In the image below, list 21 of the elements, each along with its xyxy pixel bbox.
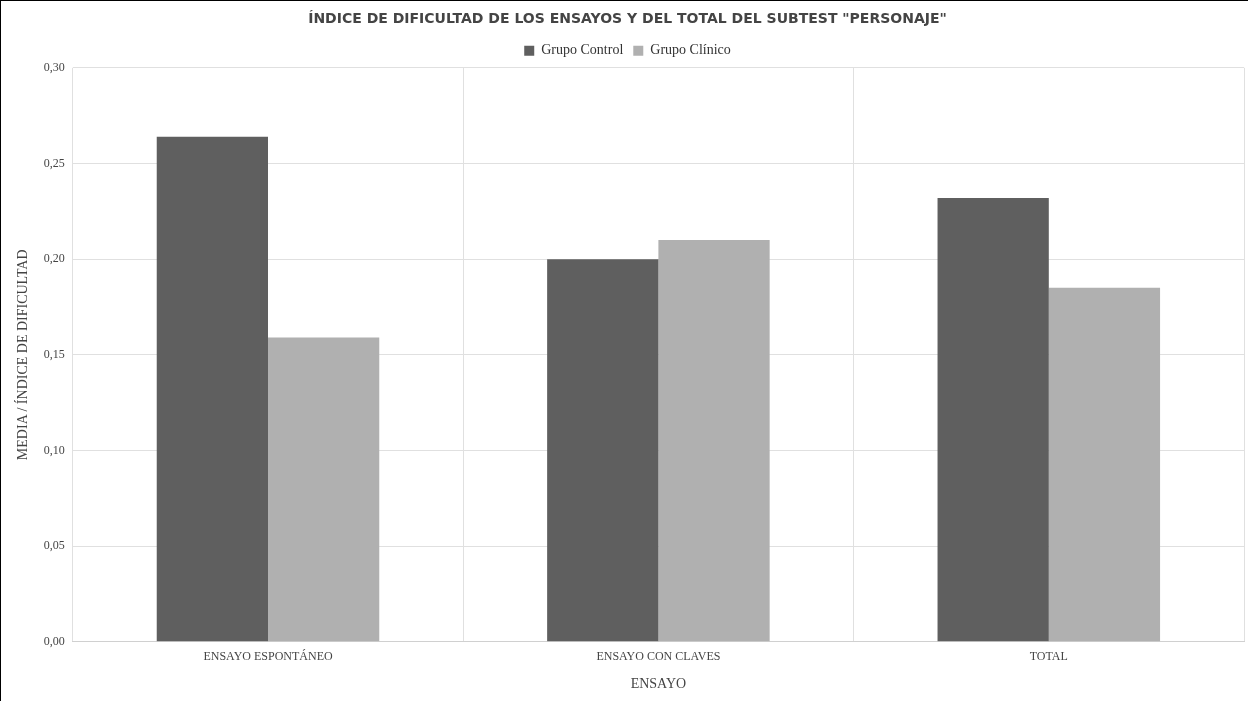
y-tick-label: 0,30 (43, 59, 65, 74)
bar (937, 197, 1049, 642)
bar (268, 337, 380, 642)
y-tick-label: 0,05 (43, 538, 65, 553)
x-tick-label: ENSAYO CON CLAVES (596, 649, 721, 664)
y-axis-title: MEDIA / ÍNDICE DE DIFICULTAD (14, 249, 31, 461)
bar (547, 259, 659, 642)
y-tick-label: 0,00 (43, 633, 65, 648)
x-tick-label: ENSAYO ESPONTÁNEO (203, 649, 333, 664)
y-tick-label: 0,20 (43, 251, 65, 266)
legend-label: Grupo Clínico (650, 42, 731, 58)
y-tick-label: 0,15 (43, 346, 65, 361)
bar (1048, 287, 1161, 642)
y-tick-label: 0,10 (43, 442, 65, 457)
chart-title: ÍNDICE DE DIFICULTAD DE LOS ENSAYOS Y DEL TOTAL DEL SUBTEST "PERSONAJE" (308, 10, 947, 27)
legend-label: Grupo Control (541, 42, 624, 58)
y-tick-label: 0,25 (43, 155, 65, 170)
bar (156, 136, 268, 642)
bar (658, 240, 770, 642)
x-axis-title: ENSAYO (630, 676, 687, 692)
x-tick-label: TOTAL (1029, 649, 1068, 664)
